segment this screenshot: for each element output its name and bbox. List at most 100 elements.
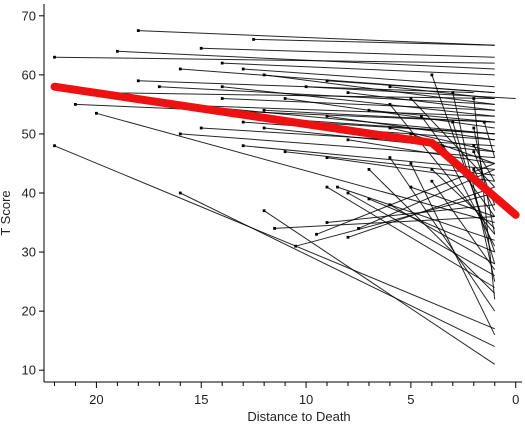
trajectory-start-point xyxy=(472,97,476,100)
trajectory-start-point xyxy=(325,79,329,83)
trajectory-line xyxy=(326,80,495,94)
trajectory-start-point xyxy=(241,144,245,148)
trajectory-start-point xyxy=(178,191,182,195)
trajectory-start-point xyxy=(325,221,329,224)
y-tick-label: 40 xyxy=(22,186,36,201)
trajectory-endpoints xyxy=(53,29,486,248)
trajectory-start-point xyxy=(262,209,266,213)
x-axis-title: Distance to Death xyxy=(247,409,350,424)
trajectory-start-point xyxy=(409,185,413,189)
trajectory-start-point xyxy=(220,97,224,100)
trajectory-start-point xyxy=(367,108,371,112)
trajectory-start-point xyxy=(346,191,350,195)
trajectory-line xyxy=(54,145,495,330)
trajectory-line xyxy=(263,210,495,365)
mean-trajectory-line xyxy=(50,82,520,219)
trajectory-start-point xyxy=(116,49,119,53)
y-tick-label: 20 xyxy=(22,304,36,319)
trajectory-start-point xyxy=(283,150,287,154)
trajectory-start-point xyxy=(409,97,413,100)
trajectory-start-point xyxy=(451,120,455,124)
trajectory-line xyxy=(368,109,495,123)
trajectory-line xyxy=(75,103,495,123)
y-tick-label: 60 xyxy=(22,67,36,82)
trajectory-start-point xyxy=(430,168,434,171)
trajectory-start-point xyxy=(388,156,392,159)
trajectory-start-point xyxy=(178,132,182,136)
trajectory-start-point xyxy=(157,85,161,89)
trajectory-start-point xyxy=(304,85,308,89)
trajectory-line xyxy=(473,145,496,182)
trajectory-start-point xyxy=(346,138,350,142)
trajectory-line xyxy=(159,86,495,105)
trajectory-start-point xyxy=(315,232,318,236)
trajectory-line xyxy=(180,192,495,348)
trajectory-start-point xyxy=(199,126,203,130)
trajectory-start-point xyxy=(283,97,287,100)
x-tick-label: 5 xyxy=(407,392,414,407)
x-tick-label: 15 xyxy=(194,392,208,407)
trajectory-start-point xyxy=(440,144,444,148)
trajectory-line xyxy=(410,98,496,188)
trajectory-line xyxy=(243,68,495,88)
trajectory-start-point xyxy=(53,144,56,148)
trajectory-line xyxy=(96,112,495,223)
trajectory-start-point xyxy=(420,114,423,118)
trajectory-start-point xyxy=(430,73,434,77)
trajectory-line xyxy=(54,56,495,64)
trajectory-line xyxy=(410,163,496,336)
x-tick-label: 20 xyxy=(89,392,103,407)
trajectory-line xyxy=(201,47,495,58)
trajectory-start-point xyxy=(220,85,224,89)
trajectory-line xyxy=(326,186,495,288)
trajectory-start-point xyxy=(451,91,455,94)
trajectory-start-point xyxy=(472,150,476,154)
trajectory-start-point xyxy=(430,179,434,183)
trajectory-line xyxy=(117,50,495,70)
trajectory-line xyxy=(264,109,495,123)
y-tick-label: 10 xyxy=(22,363,36,378)
trajectory-start-point xyxy=(220,61,224,65)
trajectory-start-point xyxy=(388,85,392,89)
trajectory-line xyxy=(389,86,495,99)
trajectory-line xyxy=(306,86,516,99)
trajectory-start-point xyxy=(472,126,476,130)
y-tick-label: 50 xyxy=(22,126,36,141)
trajectory-start-point xyxy=(294,244,297,248)
trajectory-start-point xyxy=(482,120,486,124)
trajectory-start-point xyxy=(388,103,392,106)
trajectory-line xyxy=(253,38,495,46)
individual-trajectories xyxy=(54,30,516,365)
trajectory-start-point xyxy=(262,126,266,130)
trajectory-start-point xyxy=(262,73,266,77)
mean-trajectory-layer xyxy=(50,82,520,219)
x-tick-label: 10 xyxy=(299,392,313,407)
x-tick-label: 0 xyxy=(512,392,519,407)
trajectory-start-point xyxy=(178,67,182,71)
trajectory-start-point xyxy=(74,103,77,106)
trajectory-start-point xyxy=(336,185,339,189)
trajectory-line xyxy=(368,198,495,253)
trajectory-start-point xyxy=(273,227,276,230)
trajectory-start-point xyxy=(388,126,392,130)
trajectory-line xyxy=(264,74,495,105)
trajectory-start-point xyxy=(409,132,413,136)
trajectory-start-point xyxy=(357,227,360,230)
trajectory-line xyxy=(431,169,496,229)
trajectory-start-point xyxy=(367,168,371,171)
trajectory-start-point xyxy=(53,55,56,59)
trajectory-line xyxy=(222,62,495,76)
trajectory-line xyxy=(295,192,495,247)
trajectory-line xyxy=(347,192,495,277)
trajectory-line xyxy=(96,92,495,99)
trajectory-line xyxy=(326,115,495,141)
trajectory-start-point xyxy=(241,120,245,124)
trajectory-start-point xyxy=(241,67,245,71)
trajectory-start-point xyxy=(325,114,329,118)
trajectory-line xyxy=(473,127,496,235)
trajectory-line xyxy=(326,204,495,223)
y-axis-title: T Score xyxy=(0,190,13,235)
trajectory-start-point xyxy=(346,235,350,239)
trajectory-start-point xyxy=(199,46,203,50)
